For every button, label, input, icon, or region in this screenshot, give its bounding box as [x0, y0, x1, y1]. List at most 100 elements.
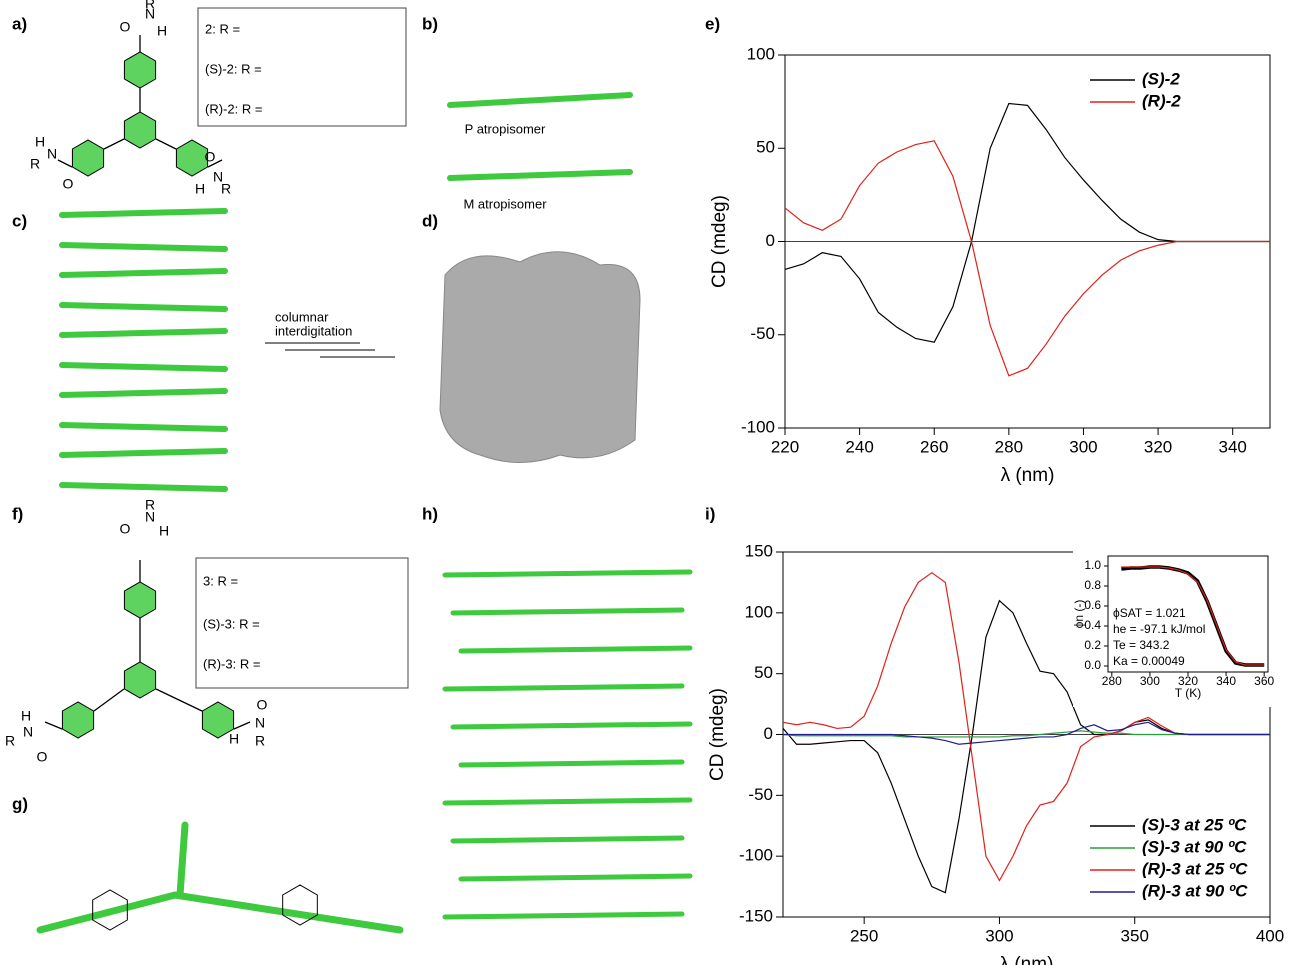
- atom-label: R: [145, 0, 155, 12]
- annotation: he = -97.1 kJ/mol: [1113, 622, 1205, 636]
- atom-label: O: [37, 749, 48, 765]
- legend-label: (S)-2: [1142, 69, 1180, 88]
- r-label: (R)-2: R =: [205, 101, 262, 116]
- legend-label: (S)-3 at 25 ºC: [1142, 815, 1247, 834]
- y-tick-label: 50: [754, 663, 773, 682]
- atom-label: O: [63, 176, 74, 192]
- x-tick-label: 300: [1069, 437, 1097, 456]
- y-tick-label: -150: [739, 906, 773, 925]
- panel-label: e): [705, 14, 720, 33]
- molecule-stick: [59, 302, 228, 312]
- benzene-ring: [123, 661, 157, 699]
- y-tick-label: 150: [745, 541, 773, 560]
- annotation: ϕSAT = 1.021: [1113, 606, 1186, 620]
- molecule-stick: [59, 482, 228, 492]
- atom-label: O: [120, 521, 131, 537]
- bond: [233, 721, 251, 730]
- y-tick-label: -50: [750, 324, 775, 343]
- molecule-stick: [36, 891, 179, 934]
- data-line: [1121, 566, 1265, 666]
- y-tick-label: -100: [739, 846, 773, 865]
- caption: interdigitation: [275, 323, 352, 338]
- molecule-stick: [458, 759, 685, 768]
- panel-label: f): [12, 504, 23, 523]
- x-tick-label: 320: [1178, 674, 1198, 688]
- molecule-stick: [59, 422, 228, 432]
- molecule-stick: [442, 911, 685, 920]
- y-tick-label: 1.0: [1084, 558, 1101, 572]
- r-label: 2: R =: [205, 21, 240, 36]
- legend-label: (R)-2: [1142, 91, 1181, 110]
- data-line: [782, 730, 1270, 738]
- legend-label: (S)-3 at 90 ºC: [1142, 837, 1247, 856]
- bond: [103, 138, 125, 150]
- y-tick-label: 0.0: [1084, 658, 1101, 672]
- bond: [93, 688, 125, 712]
- x-tick-label: 320: [1144, 437, 1172, 456]
- molecule-stick: [447, 92, 633, 108]
- bond: [44, 721, 63, 730]
- atom-label: H: [195, 181, 205, 197]
- benzene-ring: [71, 139, 105, 177]
- molecule-stick: [450, 607, 685, 616]
- atom-label: O: [120, 19, 131, 35]
- panel-label: h): [422, 504, 438, 523]
- molecule-stick: [171, 891, 404, 934]
- atom-label: H: [21, 708, 31, 724]
- benzene-ring: [92, 889, 128, 931]
- atom-label: N: [255, 715, 265, 731]
- data-line: [784, 140, 1270, 377]
- bond: [57, 159, 73, 168]
- atom-label: H: [229, 731, 239, 747]
- y-tick-label: 100: [747, 44, 775, 63]
- bond: [155, 138, 177, 150]
- x-axis-label: λ (nm): [1000, 954, 1054, 965]
- molecule-stick: [447, 169, 633, 181]
- benzene-ring: [61, 701, 95, 739]
- y-axis-label: CD (mdeg): [709, 195, 730, 288]
- x-tick-label: 340: [1219, 437, 1247, 456]
- y-tick-label: 50: [756, 138, 775, 157]
- molecule-stick: [442, 569, 693, 578]
- molecule-stick: [458, 873, 693, 882]
- annotation: Te = 343.2: [1113, 638, 1170, 652]
- caption: M atropisomer: [463, 196, 547, 211]
- benzene-ring: [123, 51, 157, 89]
- atom-label: R: [145, 497, 155, 513]
- benzene-ring: [123, 111, 157, 149]
- panel-label: a): [12, 14, 27, 33]
- benzene-ring: [282, 884, 318, 926]
- benzene-ring: [123, 581, 157, 619]
- atom-label: H: [35, 134, 45, 150]
- molecule-stick: [59, 208, 228, 218]
- x-tick-label: 400: [1256, 926, 1284, 945]
- r-group-box: [197, 7, 407, 127]
- atom-label: N: [145, 6, 155, 22]
- x-tick-label: 280: [1102, 674, 1122, 688]
- molecule-stick: [59, 268, 228, 278]
- r-label: 3: R =: [203, 573, 238, 588]
- x-tick-label: 350: [1121, 926, 1149, 945]
- bond: [207, 159, 223, 168]
- panel-label: i): [705, 504, 715, 523]
- x-tick-label: 360: [1254, 674, 1274, 688]
- y-tick-label: 100: [745, 602, 773, 621]
- atom-label: R: [255, 733, 265, 749]
- atom-label: N: [23, 724, 33, 740]
- molecule-stick: [442, 683, 685, 692]
- x-tick-label: 260: [920, 437, 948, 456]
- y-axis-label: CD (mdeg): [707, 688, 728, 781]
- r-label: (R)-3: R =: [203, 656, 260, 671]
- r-label: (S)-2: R =: [205, 61, 262, 76]
- molecule-stick: [59, 388, 228, 398]
- x-tick-label: 250: [850, 926, 878, 945]
- x-tick-label: 300: [1140, 674, 1160, 688]
- panel-label: b): [422, 14, 438, 33]
- atom-label: R: [30, 156, 40, 172]
- atom-label: O: [257, 697, 268, 713]
- panel-label: d): [422, 211, 438, 230]
- molecular-graphics: [36, 7, 693, 934]
- atom-label: N: [47, 146, 57, 162]
- data-line: [784, 102, 1270, 343]
